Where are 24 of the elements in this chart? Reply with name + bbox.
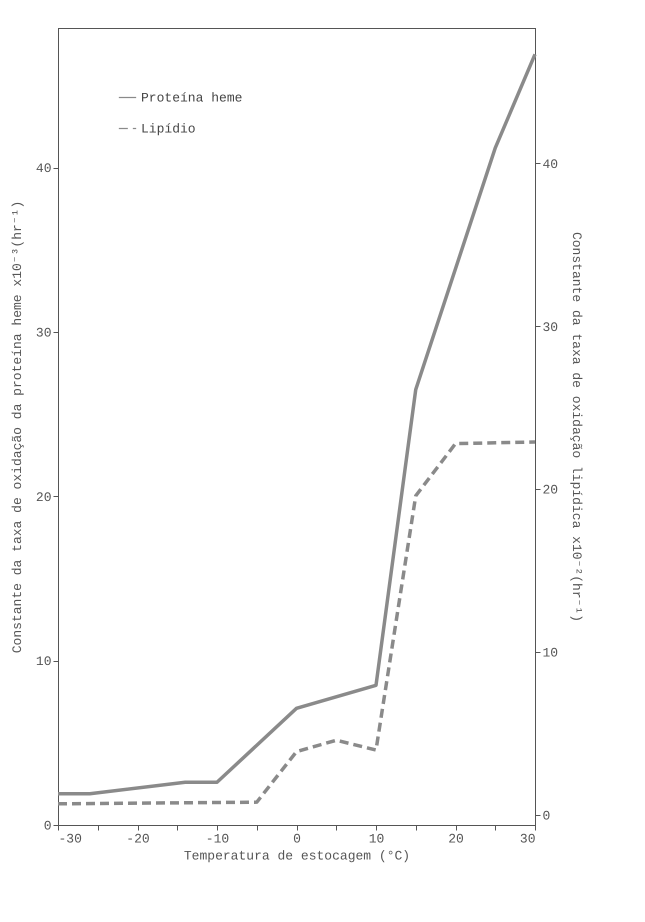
line-series: [56, 440, 537, 806]
y-tick-label: 20: [36, 490, 52, 505]
x-tick-label: -20: [126, 832, 150, 846]
x-tick-label: 10: [368, 832, 384, 846]
y-axis-title: Constante da taxa de oxidação da proteína heme x10⁻³(hr⁻¹): [10, 200, 25, 654]
y2-tick-label: 40: [542, 156, 558, 172]
y-tick-label: 40: [36, 161, 52, 176]
y-tick-label: 0: [44, 818, 52, 834]
x-tick-label: 20: [448, 832, 464, 846]
y2-tick-label: 20: [542, 482, 558, 498]
y-tick-label: 30: [36, 326, 52, 341]
legend-label: Proteína heme: [141, 90, 242, 106]
x-tick-label: -30: [58, 832, 82, 846]
y2-tick-label: 30: [542, 320, 558, 335]
x-axis-title: Temperatura de estocagem (°C): [184, 848, 410, 864]
x-tick-label: -10: [206, 832, 230, 846]
legend-label: Lipídio: [141, 122, 196, 136]
y2-tick-label: 10: [542, 646, 558, 661]
line-series: [56, 52, 537, 796]
x-tick-label: 0: [293, 832, 301, 846]
y-tick-label: 10: [36, 654, 52, 670]
y2-tick-label: 0: [542, 808, 550, 824]
y2-axis-title: Constante da taxa de oxidação lipídica x10⁻²(hr⁻¹): [569, 232, 584, 622]
x-tick-label: 30: [520, 832, 536, 846]
